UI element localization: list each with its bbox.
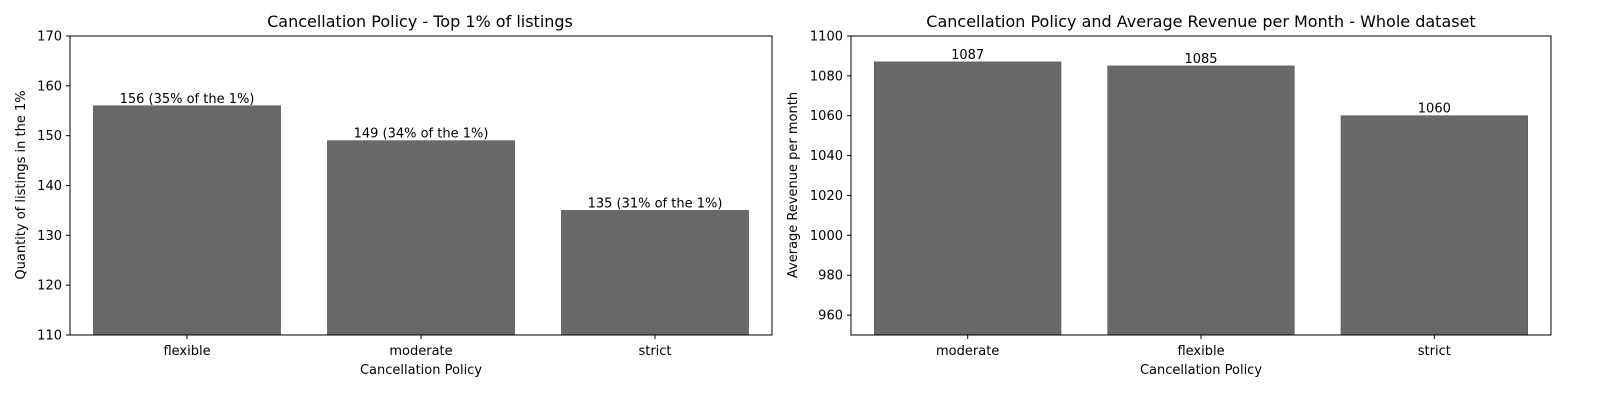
x-tick-label-flexible: flexible xyxy=(1177,344,1224,359)
chart-average-revenue: Cancellation Policy and Average Revenue … xyxy=(786,12,1552,378)
y-tick-label: 120 xyxy=(37,279,62,294)
y-tick-label: 160 xyxy=(37,79,62,94)
y-axis-label: Quantity of listings in the 1% xyxy=(14,90,29,279)
y-tick-label: 980 xyxy=(818,269,843,284)
data-labels: 1087 1085 1060 xyxy=(951,48,1451,117)
bar-flexible xyxy=(93,105,281,336)
x-tick-label-moderate: moderate xyxy=(936,344,999,359)
chart-title: Cancellation Policy and Average Revenue … xyxy=(926,12,1475,31)
bar-strict xyxy=(1340,115,1528,336)
x-tick-label-flexible: flexible xyxy=(163,344,210,359)
y-tick-label: 140 xyxy=(37,179,62,194)
y-axis-ticks: 110 120 130 140 150 160 170 xyxy=(37,30,70,344)
y-axis-ticks: 960 980 1000 1020 1040 1060 1080 1100 xyxy=(810,30,851,324)
y-axis-label: Average Revenue per month xyxy=(786,92,801,278)
y-tick-label: 1040 xyxy=(810,149,843,164)
y-tick-label: 150 xyxy=(37,129,62,144)
y-tick-label: 1080 xyxy=(810,69,843,84)
chart-title: Cancellation Policy - Top 1% of listings xyxy=(267,12,573,31)
data-label-moderate: 149 (34% of the 1%) xyxy=(354,127,489,142)
y-tick-label: 960 xyxy=(818,309,843,324)
y-tick-label: 170 xyxy=(37,30,62,45)
y-tick-label: 1100 xyxy=(810,30,843,45)
x-axis-label: Cancellation Policy xyxy=(1140,363,1262,378)
data-label-flexible: 156 (35% of the 1%) xyxy=(120,92,255,107)
x-axis-label: Cancellation Policy xyxy=(360,363,482,378)
chart-top-1-percent: Cancellation Policy - Top 1% of listings… xyxy=(14,12,773,378)
x-tick-label-strict: strict xyxy=(1418,344,1451,359)
y-tick-label: 130 xyxy=(37,229,62,244)
bars xyxy=(874,61,1528,336)
x-tick-label-strict: strict xyxy=(638,344,671,359)
data-label-strict: 1060 xyxy=(1418,102,1451,117)
bar-strict xyxy=(561,210,749,336)
x-axis-ticks: moderate flexible strict xyxy=(936,335,1451,359)
data-label-flexible: 1085 xyxy=(1184,52,1217,67)
data-labels: 156 (35% of the 1%) 149 (34% of the 1%) 13… xyxy=(120,92,723,212)
y-tick-label: 1060 xyxy=(810,109,843,124)
bars xyxy=(93,105,749,336)
y-tick-label: 1000 xyxy=(810,229,843,244)
y-tick-label: 1020 xyxy=(810,189,843,204)
x-axis-ticks: flexible moderate strict xyxy=(163,335,672,359)
bar-moderate xyxy=(874,61,1062,336)
data-label-strict: 135 (31% of the 1%) xyxy=(588,196,723,211)
y-tick-label: 110 xyxy=(37,329,62,344)
data-label-moderate: 1087 xyxy=(951,48,984,63)
bar-moderate xyxy=(327,140,515,336)
bar-flexible xyxy=(1107,65,1295,336)
x-tick-label-moderate: moderate xyxy=(389,344,452,359)
